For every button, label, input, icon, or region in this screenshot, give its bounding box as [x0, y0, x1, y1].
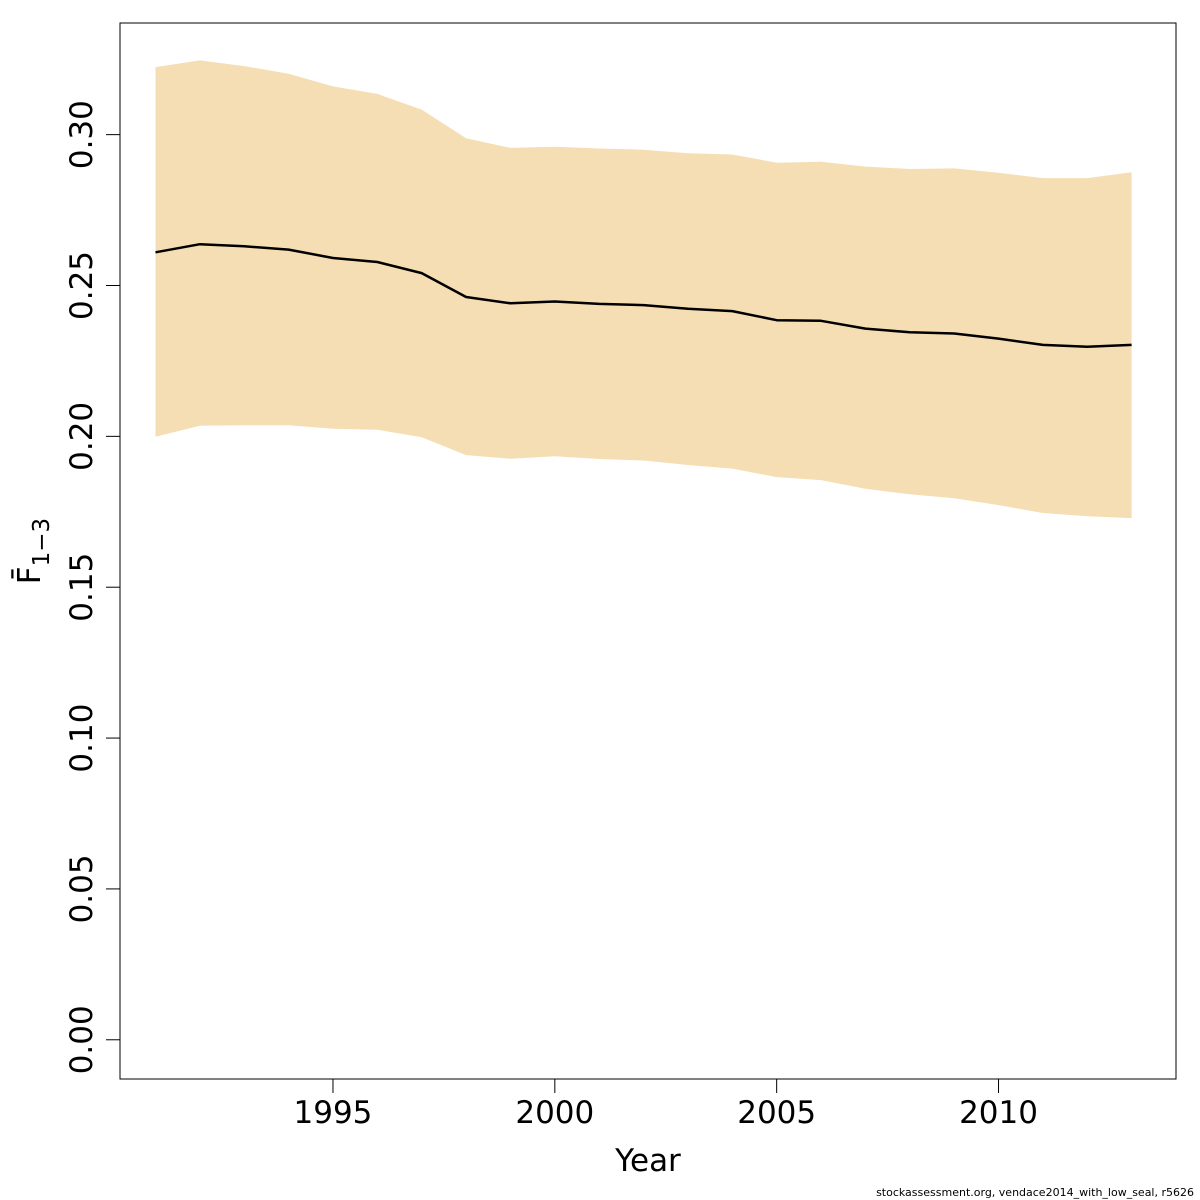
x-axis: 1995 2000 2005 2010	[294, 1078, 1038, 1131]
y-axis-title-subscript: 1−3	[29, 518, 55, 567]
series-line-1	[155, 242, 1132, 348]
x-tick-label-1995: 1995	[294, 1095, 373, 1131]
y-tick-label-0: 0.00	[64, 1005, 100, 1074]
y-tick-label-6: 0.30	[64, 100, 100, 169]
confidence-band-layer	[155, 60, 1132, 519]
y-axis-title: F̄1−3	[11, 518, 55, 584]
y-axis: 0.00 0.05 0.10 0.15 0.20 0.25 0.30	[64, 100, 121, 1074]
series-line-layer	[155, 242, 1132, 348]
x-axis-title: Year	[614, 1143, 681, 1179]
y-axis-title-main: F̄	[11, 566, 48, 584]
y-tick-label-1: 0.05	[64, 854, 100, 923]
x-tick-label-2000: 2000	[515, 1095, 594, 1131]
confidence-band	[155, 60, 1132, 519]
y-tick-label-5: 0.25	[64, 251, 100, 320]
y-tick-label-3: 0.15	[64, 553, 100, 622]
x-tick-label-2005: 2005	[737, 1095, 816, 1131]
x-tick-label-2010: 2010	[959, 1095, 1038, 1131]
y-tick-label-4: 0.20	[64, 402, 100, 471]
y-tick-label-2: 0.10	[64, 704, 100, 773]
footer-credit: stockassessment.org, vendace2014_with_lo…	[876, 1186, 1194, 1199]
